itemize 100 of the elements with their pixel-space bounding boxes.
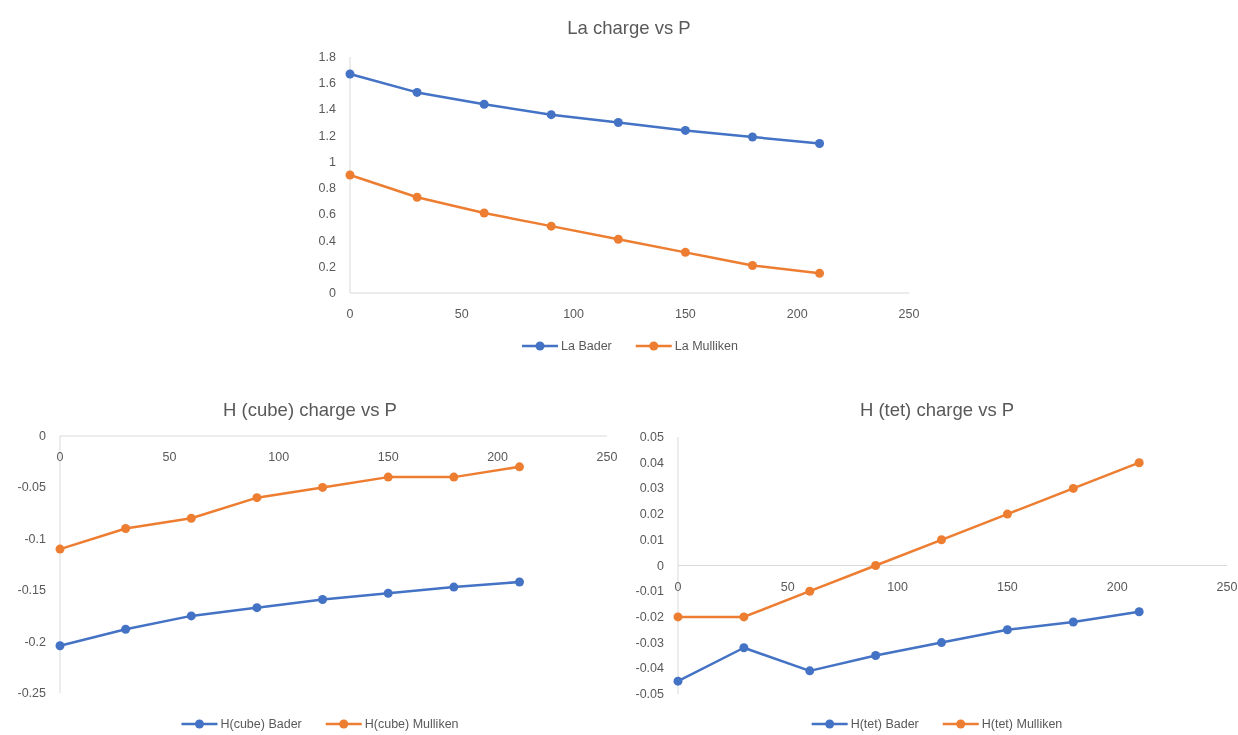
point <box>514 577 524 587</box>
y-tick-label: -0.1 <box>24 531 47 546</box>
y-tick-label: 0.01 <box>639 532 665 547</box>
point <box>1134 607 1144 617</box>
y-tick-label: 0.2 <box>318 259 337 274</box>
point <box>546 221 556 231</box>
point <box>383 472 393 482</box>
y-tick-label: 0 <box>657 558 665 573</box>
x-tick-label: 50 <box>454 307 469 321</box>
point <box>815 268 825 278</box>
point <box>937 638 947 648</box>
point <box>514 462 524 472</box>
point <box>747 260 757 270</box>
y-tick-label: 1.8 <box>318 50 337 64</box>
point <box>383 588 393 598</box>
chart-title: H (cube) charge vs P <box>223 398 397 420</box>
point <box>252 493 262 503</box>
y-tick-label: 1 <box>329 154 337 169</box>
legend-label: H(tet) Mulliken <box>981 717 1063 731</box>
y-tick-label: -0.05 <box>17 480 47 495</box>
chart-title: H (tet) charge vs P <box>859 398 1015 420</box>
point <box>871 650 881 660</box>
x-tick-label: 150 <box>996 579 1018 594</box>
x-tick-label: 100 <box>268 450 290 464</box>
point <box>449 582 459 592</box>
point <box>680 247 690 257</box>
point <box>252 603 262 613</box>
x-tick-label: 250 <box>596 450 618 464</box>
y-tick-label: -0.05 <box>635 687 665 701</box>
point <box>680 125 690 135</box>
x-tick-label: 100 <box>887 579 909 594</box>
x-tick-label: 250 <box>1216 579 1238 594</box>
y-tick-label: -0.15 <box>17 583 47 598</box>
y-tick-label: 0.02 <box>639 507 665 522</box>
x-tick-label: 150 <box>674 307 696 321</box>
point <box>1002 509 1012 519</box>
point <box>186 611 196 621</box>
point <box>805 666 815 676</box>
x-tick-label: 0 <box>56 450 64 464</box>
point <box>739 612 749 622</box>
point <box>1068 483 1078 493</box>
point <box>739 643 749 653</box>
point <box>186 513 196 523</box>
point <box>1002 625 1012 635</box>
x-tick-label: 150 <box>377 450 399 464</box>
x-tick-label: 200 <box>1106 579 1128 594</box>
point <box>546 110 556 120</box>
point <box>937 535 947 545</box>
point <box>613 118 623 128</box>
legend-label: La Mulliken <box>674 339 739 353</box>
y-tick-label: -0.03 <box>635 635 665 650</box>
point <box>55 641 65 651</box>
point <box>805 586 815 596</box>
point <box>673 612 683 622</box>
y-tick-label: 0.05 <box>639 430 665 444</box>
x-tick-label: 50 <box>780 579 795 594</box>
legend-label: H(cube) Mulliken <box>364 717 459 731</box>
y-tick-label: 0.8 <box>318 181 337 196</box>
y-tick-label: -0.01 <box>635 584 665 599</box>
point <box>479 99 489 109</box>
legend-label: La Bader <box>561 339 612 353</box>
point <box>1134 458 1144 468</box>
chart-title: La charge vs P <box>567 16 691 38</box>
y-tick-label: 0 <box>39 429 47 443</box>
point <box>449 472 459 482</box>
y-tick-label: 0.4 <box>318 233 337 248</box>
point <box>412 192 422 202</box>
y-tick-label: 0.04 <box>639 455 665 470</box>
y-tick-label: 0 <box>329 286 337 300</box>
y-tick-label: 0.6 <box>318 207 337 222</box>
point <box>121 624 131 634</box>
point <box>613 234 623 244</box>
point <box>871 561 881 570</box>
x-tick-label: 100 <box>563 307 585 321</box>
y-tick-label: -0.02 <box>635 609 665 624</box>
y-tick-label: 1.2 <box>318 128 337 143</box>
point <box>479 208 489 218</box>
point <box>121 524 131 534</box>
y-tick-label: 1.4 <box>318 102 337 117</box>
point <box>1068 617 1078 627</box>
y-tick-label: -0.2 <box>24 634 47 649</box>
point <box>345 69 355 79</box>
x-tick-label: 50 <box>162 450 177 464</box>
legend-label: H(cube) Bader <box>220 717 302 731</box>
point <box>55 544 65 554</box>
x-tick-label: 0 <box>346 307 354 321</box>
point <box>673 676 683 686</box>
point <box>815 139 825 149</box>
y-tick-label: -0.25 <box>17 686 47 700</box>
x-tick-label: 200 <box>786 307 808 321</box>
y-tick-label: 1.6 <box>318 76 337 91</box>
x-tick-label: 250 <box>898 307 920 321</box>
point <box>318 482 328 492</box>
point <box>747 132 757 142</box>
y-tick-label: -0.04 <box>635 661 665 676</box>
point <box>345 170 355 180</box>
legend-label: H(tet) Bader <box>850 717 919 731</box>
y-tick-label: 0.03 <box>639 481 665 496</box>
x-tick-label: 200 <box>487 450 509 464</box>
x-tick-label: 0 <box>674 579 682 594</box>
